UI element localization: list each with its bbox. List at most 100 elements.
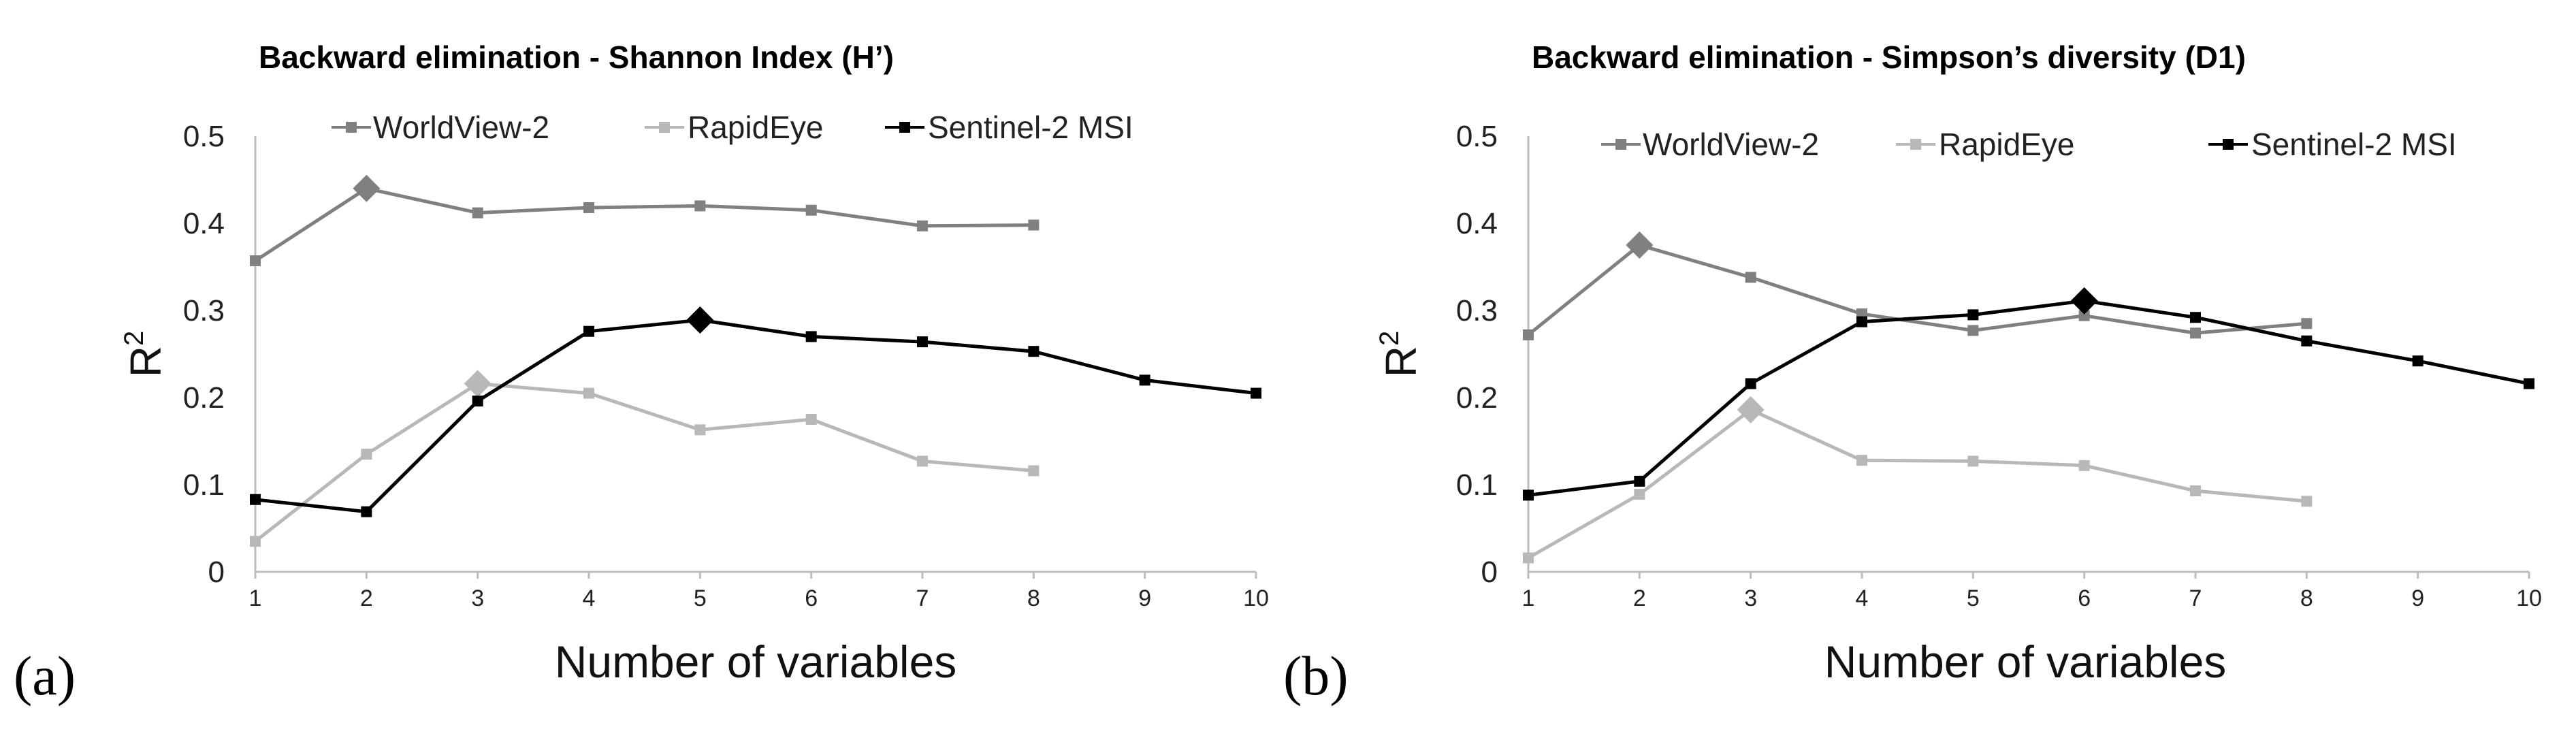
data-point-sentinel-2-msi [1745, 378, 1756, 389]
data-point-rapideye [2078, 460, 2090, 471]
legend-label-worldview: WorldView-2 [1643, 127, 1819, 162]
data-point-sentinel-2-msi [361, 506, 372, 517]
panel-a-y-ticks: 0 0.1 0.2 0.3 0.4 0.5 [183, 120, 225, 589]
x-tick-label: 2 [1633, 585, 1646, 611]
x-tick-label: 6 [2078, 585, 2091, 611]
x-tick-label: 4 [1856, 585, 1869, 611]
panel-b-y-label-sup: 2 [1374, 331, 1404, 346]
legend-label-sentinel: Sentinel-2 MSI [2251, 127, 2457, 162]
data-point-sentinel-2-msi [805, 331, 817, 342]
series-worldview-2 [1523, 231, 2313, 340]
data-point-worldview-2 [2301, 318, 2313, 329]
data-point-worldview-2 [1967, 325, 1979, 336]
legend-marker-sentinel [2223, 139, 2234, 150]
panel-b-x-label: Number of variables [1824, 637, 2227, 687]
x-tick-label: 9 [2411, 585, 2424, 611]
data-point-highlight-rapideye [1737, 396, 1765, 423]
series-line-rapideye [1527, 408, 2307, 560]
legend-marker-worldview [346, 122, 357, 133]
data-point-worldview-2 [694, 200, 706, 212]
data-point-rapideye [1028, 465, 1040, 477]
data-point-highlight-sentinel-2-msi [2070, 287, 2098, 315]
data-point-sentinel-2-msi [2524, 378, 2534, 389]
panel-a-legend-item-worldview: WorldView-2 [332, 110, 549, 145]
series-line-sentinel-2-msi [1528, 299, 2530, 497]
x-tick-label: 5 [1967, 585, 1980, 611]
y-tick-label: 0.2 [183, 381, 225, 415]
panel-a-legend-item-rapideye: RapidEye [645, 110, 823, 145]
series-sentinel-2-msi [250, 306, 1261, 517]
data-point-highlight-worldview-2 [353, 174, 381, 202]
panel-b-legend-item-rapideye: RapidEye [1896, 127, 2074, 162]
data-point-sentinel-2-msi [2412, 355, 2424, 367]
y-tick-label: 0 [208, 556, 225, 589]
data-point-sentinel-2-msi [472, 396, 483, 407]
data-point-rapideye [1856, 455, 1867, 466]
panel-b-legend-item-sentinel: Sentinel-2 MSI [2208, 127, 2457, 162]
x-tick-label: 2 [360, 585, 373, 611]
data-point-worldview-2 [917, 220, 928, 231]
data-point-sentinel-2-msi [1967, 309, 1979, 321]
data-point-sentinel-2-msi [1251, 387, 1261, 399]
data-point-rapideye [1634, 489, 1645, 500]
panel-a-x-label: Number of variables [555, 637, 957, 687]
y-tick-label: 0.2 [1456, 381, 1498, 415]
data-point-rapideye [583, 387, 594, 399]
data-point-highlight-rapideye [464, 370, 492, 398]
data-point-sentinel-2-msi [2190, 312, 2201, 323]
data-point-worldview-2 [2190, 327, 2201, 339]
data-point-worldview-2 [1745, 272, 1756, 283]
legend-label-worldview: WorldView-2 [373, 110, 549, 145]
legend-marker-worldview [1615, 139, 1626, 150]
data-point-rapideye [805, 414, 817, 425]
series-line-sentinel-2-msi [255, 318, 1257, 514]
y-tick-label: 0.3 [183, 294, 225, 327]
panel-b-legend-item-worldview: WorldView-2 [1601, 127, 1819, 162]
data-point-highlight-sentinel-2-msi [686, 306, 714, 334]
series-worldview-2 [250, 174, 1040, 267]
data-point-rapideye [361, 449, 372, 460]
data-point-rapideye [250, 536, 261, 547]
x-tick-label: 10 [2516, 585, 2542, 611]
data-point-rapideye [2301, 496, 2313, 507]
data-point-worldview-2 [250, 255, 261, 267]
data-point-sentinel-2-msi [917, 336, 928, 348]
panel-b-legend: WorldView-2 RapidEye Sentinel-2 MSI [1601, 127, 2457, 162]
series-line-worldview-2 [254, 187, 1034, 263]
legend-marker-rapideye [659, 122, 670, 133]
y-tick-label: 0.5 [183, 120, 225, 153]
x-tick-label: 10 [1243, 585, 1269, 611]
y-tick-label: 0.4 [1456, 207, 1498, 240]
legend-marker-sentinel [899, 122, 910, 133]
data-point-sentinel-2-msi [1028, 346, 1040, 357]
series-line-rapideye [254, 382, 1034, 543]
data-point-sentinel-2-msi [1523, 489, 1534, 501]
panel-b-y-label-base: R [1376, 346, 1426, 377]
y-tick-label: 0.3 [1456, 294, 1498, 327]
data-point-worldview-2 [472, 207, 483, 219]
data-point-sentinel-2-msi [583, 325, 594, 337]
x-tick-label: 6 [805, 585, 818, 611]
panel-a-y-label-sup: 2 [119, 331, 149, 346]
legend-label-sentinel: Sentinel-2 MSI [928, 110, 1133, 145]
y-tick-label: 0.1 [1456, 468, 1498, 502]
panel-b-title: Backward elimination - Simpson’s diversi… [1532, 39, 2246, 75]
x-tick-label: 8 [2300, 585, 2313, 611]
data-point-worldview-2 [2078, 310, 2090, 321]
panel-b-label: (b) [1283, 645, 1349, 707]
panel-a-y-label: R2 [119, 331, 170, 377]
panel-b-y-label: R2 [1374, 331, 1426, 377]
x-tick-label: 8 [1027, 585, 1040, 611]
series-sentinel-2-msi [1523, 287, 2534, 501]
y-tick-label: 0 [1481, 556, 1498, 589]
x-tick-label: 1 [249, 585, 262, 611]
panel-a-y-label-base: R [121, 346, 170, 377]
y-tick-label: 0.1 [183, 468, 225, 502]
data-point-rapideye [694, 424, 706, 436]
x-tick-label: 3 [1744, 585, 1757, 611]
data-point-rapideye [1967, 455, 1979, 467]
x-tick-label: 4 [583, 585, 596, 611]
panel-a-x-ticks: 1 2 3 4 5 6 7 8 9 10 [249, 572, 1269, 611]
panel-b-series [1523, 231, 2534, 564]
